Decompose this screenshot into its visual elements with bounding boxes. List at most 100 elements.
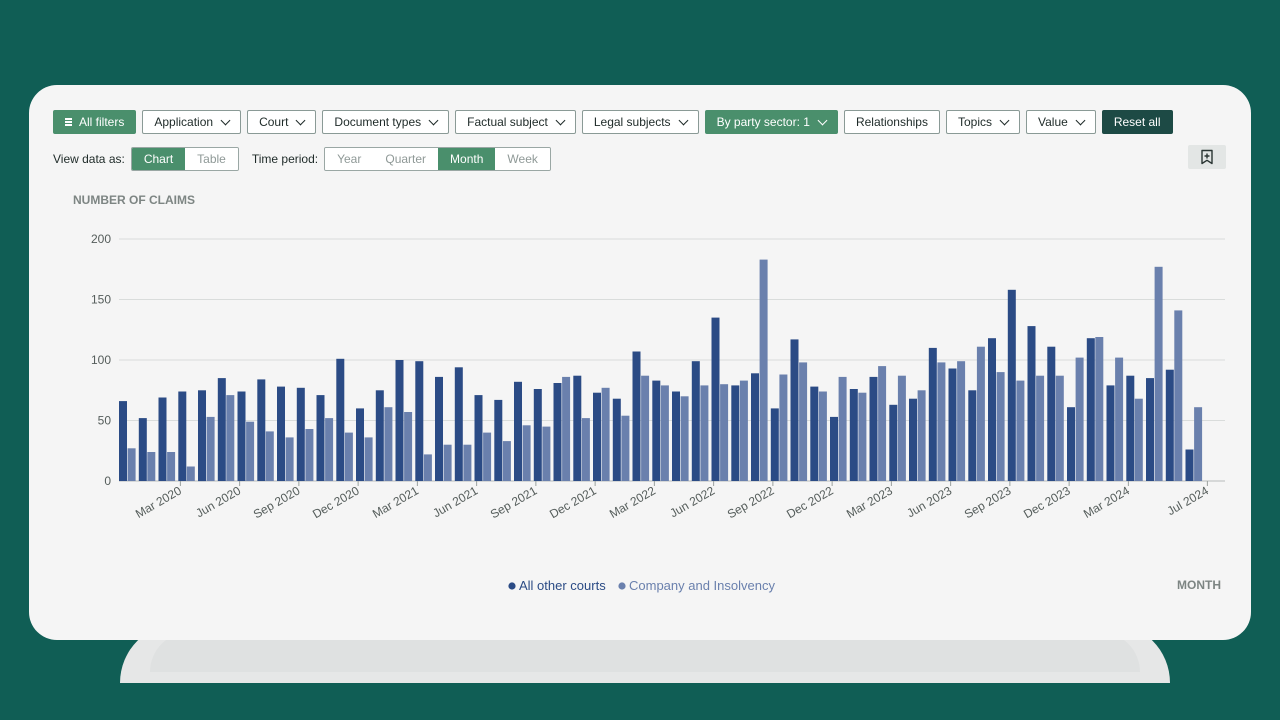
bar [878, 366, 886, 481]
bar [602, 388, 610, 481]
y-tick-label: 200 [91, 232, 111, 246]
bar [810, 387, 818, 481]
bar [779, 375, 787, 482]
x-tick-label: Dec 2021 [547, 483, 599, 521]
bar [751, 373, 759, 481]
bar [1166, 370, 1174, 481]
bar [918, 390, 926, 481]
bar [1186, 450, 1194, 482]
x-tick-label: Sep 2020 [251, 483, 303, 521]
bar [139, 418, 147, 481]
bar [968, 390, 976, 481]
bar [909, 399, 917, 481]
bar [839, 377, 847, 481]
bar [257, 379, 265, 481]
bar [889, 405, 897, 481]
x-tick-label: Dec 2020 [310, 483, 362, 521]
x-tick-label: Mar 2020 [133, 483, 184, 521]
bar [345, 433, 353, 481]
legend-swatch [508, 582, 515, 589]
bar [444, 445, 452, 481]
bar [218, 378, 226, 481]
bar [1008, 290, 1016, 481]
bar [1155, 267, 1163, 481]
bar-chart: NUMBER OF CLAIMS050100150200Mar 2020 Jun … [29, 85, 1251, 640]
bar [621, 416, 629, 481]
x-tick-label: Dec 2022 [784, 483, 836, 521]
bar [207, 417, 215, 481]
bar [949, 369, 957, 482]
bar [178, 392, 186, 482]
bar [128, 448, 136, 481]
bar [494, 400, 502, 481]
bar [523, 425, 531, 481]
x-tick-label: Jun 2020 [193, 483, 243, 520]
bar [562, 377, 570, 481]
bar [463, 445, 471, 481]
bar [593, 393, 601, 481]
bar [297, 388, 305, 481]
bar [977, 347, 985, 481]
bar [700, 385, 708, 481]
x-tick-label: Mar 2022 [607, 483, 658, 521]
bar [119, 401, 127, 481]
bar [187, 467, 195, 482]
x-axis-title: MONTH [1177, 578, 1221, 592]
bar [246, 422, 254, 481]
bar [503, 441, 511, 481]
bar [455, 367, 463, 481]
bar [376, 390, 384, 481]
bar [692, 361, 700, 481]
bar [226, 395, 234, 481]
bar [424, 454, 432, 481]
bar [672, 392, 680, 482]
bar [988, 338, 996, 481]
bar [534, 389, 542, 481]
analytics-card: All filters Application Court Document t… [29, 85, 1251, 640]
bar [415, 361, 423, 481]
bar [1126, 376, 1134, 481]
bar [858, 393, 866, 481]
bar [514, 382, 522, 481]
y-tick-label: 150 [91, 293, 111, 307]
bar [167, 452, 175, 481]
x-tick-label: Sep 2022 [725, 483, 777, 521]
bar [1056, 376, 1064, 481]
x-tick-label: Dec 2023 [1021, 483, 1073, 521]
bar [238, 392, 246, 482]
x-tick-label: Jun 2023 [904, 483, 954, 520]
bar [305, 429, 313, 481]
x-tick-label: Mar 2021 [370, 483, 421, 521]
bar [898, 376, 906, 481]
bar [1036, 376, 1044, 481]
x-tick-label: Mar 2023 [844, 483, 895, 521]
bar [661, 385, 669, 481]
bar [365, 437, 373, 481]
x-tick-label: Sep 2023 [962, 483, 1014, 521]
bar [937, 362, 945, 481]
bar [870, 377, 878, 481]
bar [799, 362, 807, 481]
screen: { "filters": { "all_filters": "All filte… [0, 0, 1280, 720]
bar [1135, 399, 1143, 481]
x-tick-label: Mar 2024 [1081, 483, 1132, 521]
bar [720, 384, 728, 481]
legend-label: All other courts [519, 578, 606, 593]
bar [681, 396, 689, 481]
bar [1047, 347, 1055, 481]
bar [356, 408, 364, 481]
y-tick-label: 0 [104, 474, 111, 488]
bar [731, 385, 739, 481]
bar [277, 387, 285, 481]
bar [819, 392, 827, 482]
bar [791, 339, 799, 481]
bar [830, 417, 838, 481]
bar [198, 390, 206, 481]
y-axis-title: NUMBER OF CLAIMS [73, 193, 195, 207]
bar [483, 433, 491, 481]
bar [147, 452, 155, 481]
bar [542, 427, 550, 481]
bar [1115, 358, 1123, 481]
bar [266, 431, 274, 481]
bar [573, 376, 581, 481]
